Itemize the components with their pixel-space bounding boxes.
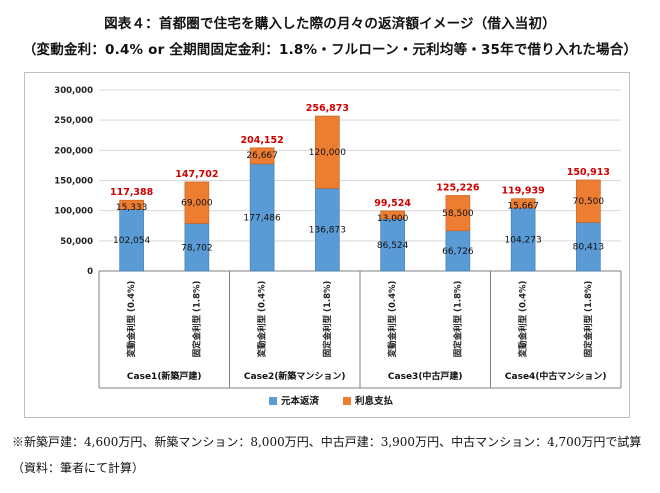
bar-principal bbox=[445, 230, 471, 272]
bar-principal bbox=[119, 209, 144, 272]
y-tick-label: 50,000 bbox=[60, 237, 93, 247]
bar-principal bbox=[249, 163, 275, 272]
data-label-interest: 58,500 bbox=[442, 209, 474, 219]
bar-interest bbox=[184, 181, 210, 224]
chart-title: 図表４：首都圏で住宅を購入した際の月々の返済額イメージ（借入当初） bbox=[104, 16, 556, 32]
data-label-principal: 80,413 bbox=[573, 243, 605, 253]
data-label-interest: 26,667 bbox=[246, 151, 278, 161]
category-label: 固定金利型 (1.8%) bbox=[322, 280, 333, 357]
data-label-principal: 104,273 bbox=[505, 236, 542, 246]
category-label: 変動金利型 (0.4%) bbox=[518, 280, 529, 357]
data-label-principal: 136,873 bbox=[309, 226, 346, 236]
data-label-interest: 120,000 bbox=[309, 148, 346, 158]
y-tick-label: 150,000 bbox=[54, 177, 93, 187]
group-label: Case3(中古戸建) bbox=[388, 370, 463, 382]
data-label-total: 147,702 bbox=[175, 169, 218, 180]
group-label: Case1(新築戸建) bbox=[127, 370, 202, 382]
data-label-interest: 13,000 bbox=[377, 214, 409, 224]
y-tick-label: 0 bbox=[87, 267, 93, 277]
note-calculation-basis: ※新築戸建：4,600万円、新築マンション：8,000万円、中古戸建：3,900… bbox=[12, 435, 642, 449]
bar-interest bbox=[315, 115, 340, 189]
category-label: 変動金利型 (0.4%) bbox=[387, 280, 398, 357]
bar-interest bbox=[510, 198, 536, 209]
data-label-principal: 177,486 bbox=[244, 213, 281, 223]
chart-subtitle: （変動金利：0.4% or 全期間固定金利：1.8%・フルローン・元利均等・35… bbox=[22, 42, 638, 58]
category-label: 変動金利型 (0.4%) bbox=[126, 280, 137, 357]
bar-interest bbox=[119, 199, 144, 210]
category-label: 固定金利型 (1.8%) bbox=[452, 280, 463, 357]
chart-area: 0 50,000 100,000 150,000 200,000 250,000 300,0… bbox=[24, 72, 630, 418]
stacked-bar-chart: 0 50,000 100,000 150,000 200,000 250,000 300,0… bbox=[54, 86, 622, 407]
note-source: （資料：筆者にて計算） bbox=[12, 461, 145, 475]
bar-interest bbox=[249, 147, 275, 165]
data-label-total: 125,226 bbox=[436, 182, 480, 193]
data-label-interest: 15,333 bbox=[116, 203, 148, 213]
group-label: Case4(中古マンション) bbox=[505, 370, 607, 382]
bar-interest bbox=[576, 179, 601, 223]
data-label-interest: 69,000 bbox=[181, 199, 213, 209]
y-tick-label: 300,000 bbox=[54, 86, 93, 96]
data-label-principal: 66,726 bbox=[442, 247, 474, 257]
data-label-total: 119,939 bbox=[501, 186, 544, 197]
legend-label-principal: 元本返済 bbox=[281, 395, 320, 407]
data-label-total: 99,524 bbox=[374, 198, 411, 209]
data-label-interest: 15,667 bbox=[507, 202, 539, 212]
category-label: 固定金利型 (1.8%) bbox=[191, 280, 202, 357]
data-label-total: 117,388 bbox=[110, 187, 154, 198]
category-label: 固定金利型 (1.8%) bbox=[583, 280, 594, 357]
bar-principal bbox=[380, 218, 405, 272]
data-label-principal: 78,702 bbox=[181, 243, 213, 253]
data-label-total: 256,873 bbox=[306, 103, 349, 114]
data-label-principal: 102,054 bbox=[113, 236, 150, 246]
y-tick-label: 100,000 bbox=[54, 207, 93, 217]
data-label-interest: 70,500 bbox=[573, 197, 605, 207]
bar-principal bbox=[510, 207, 536, 272]
bar-interest bbox=[380, 210, 405, 220]
data-label-total: 204,152 bbox=[240, 135, 283, 146]
data-label-total: 150,913 bbox=[567, 167, 610, 178]
bar-interest bbox=[445, 195, 471, 232]
data-label-principal: 86,524 bbox=[377, 241, 409, 251]
y-tick-label: 200,000 bbox=[54, 146, 93, 156]
legend-swatch-principal bbox=[269, 397, 277, 405]
legend-label-interest: 利息支払 bbox=[354, 395, 394, 407]
y-tick-label: 250,000 bbox=[54, 116, 93, 126]
legend-swatch-interest bbox=[343, 397, 351, 405]
group-label: Case2(新築マンション) bbox=[244, 370, 346, 382]
category-label: 変動金利型 (0.4%) bbox=[257, 280, 268, 357]
